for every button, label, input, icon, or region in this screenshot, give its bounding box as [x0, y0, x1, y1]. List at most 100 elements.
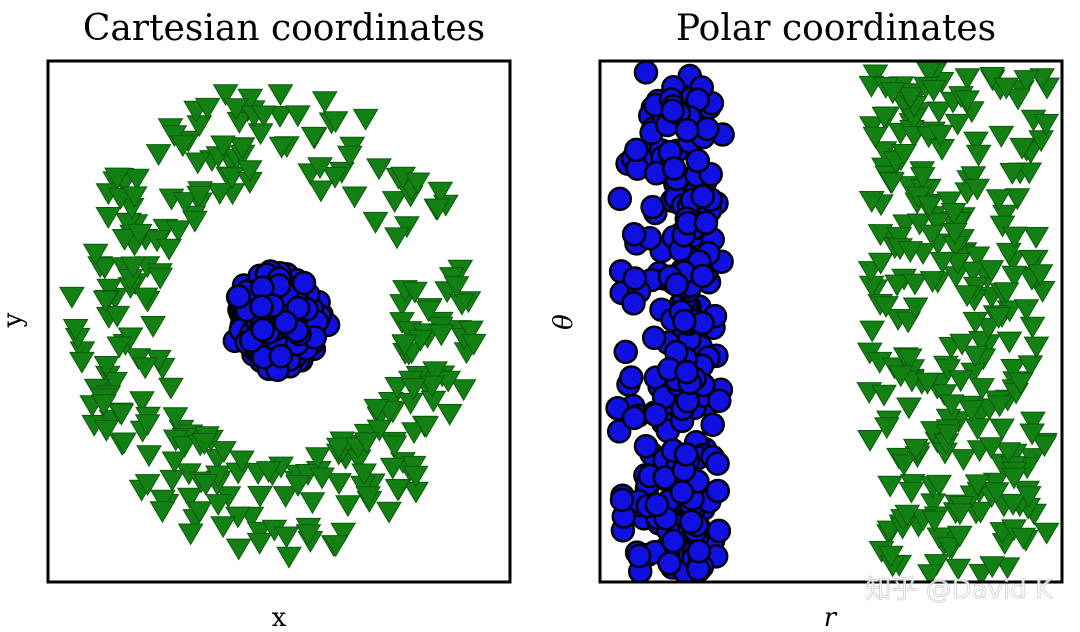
cartesian-triangle-point — [91, 394, 117, 417]
cartesian-triangle-point — [450, 379, 477, 402]
cartesian-title: Cartesian coordinates — [83, 8, 485, 49]
cartesian-triangle-point — [449, 293, 475, 316]
polar-triangle-point — [967, 501, 994, 524]
cartesian-triangle-point — [184, 152, 211, 175]
cartesian-triangle-point — [159, 469, 186, 492]
cartesian-triangle-point — [284, 105, 311, 128]
polar-circle-point — [624, 137, 649, 163]
polar-triangle-point — [1023, 227, 1049, 249]
polar-triangle-point — [926, 101, 952, 124]
cartesian-triangle-point — [325, 437, 352, 460]
cartesian-triangle-point — [273, 526, 300, 549]
polar-circle-point — [707, 388, 732, 413]
cartesian-triangle-point — [341, 186, 368, 209]
cartesian-triangle-point — [92, 290, 119, 313]
polar-triangle-point — [962, 311, 989, 334]
polar-triangle-point — [985, 189, 1012, 212]
cartesian-triangle-point — [267, 84, 294, 107]
polar-triangle-point — [920, 80, 947, 102]
cartesian-triangle-point — [381, 435, 408, 458]
cartesian-triangle-point — [436, 404, 463, 426]
cartesian-triangle-point — [322, 111, 349, 134]
polar-triangle-point — [887, 365, 914, 388]
polar-triangle-point — [921, 510, 948, 533]
cartesian-triangle-point — [379, 457, 406, 480]
cartesian-triangle-point — [246, 521, 273, 544]
polar-triangle-point — [884, 274, 910, 297]
polar-triangle-point — [894, 504, 921, 527]
polar-triangle-point — [949, 333, 975, 356]
polar-circle-point — [640, 194, 665, 220]
cartesian-triangle-point — [413, 416, 439, 439]
cartesian-triangle-point — [158, 377, 184, 400]
polar-triangle-point — [936, 191, 963, 214]
polar-triangle-point — [938, 394, 965, 417]
polar-triangle-point — [964, 418, 991, 441]
polar-triangle-point — [947, 503, 973, 526]
cartesian-triangle-point — [124, 168, 150, 191]
polar-triangle-point — [1028, 130, 1054, 153]
polar-triangle-point — [898, 481, 925, 504]
cartesian-triangle-point — [161, 451, 188, 474]
polar-triangle-point — [1017, 355, 1044, 378]
cartesian-triangle-point — [205, 494, 232, 516]
cartesian-triangle-point — [295, 524, 322, 547]
polar-triangle-point — [995, 242, 1022, 265]
polar-triangle-point — [945, 558, 972, 581]
polar-triangle-point — [1020, 411, 1046, 434]
polar-triangle-point — [1016, 162, 1043, 185]
cartesian-triangle-point — [427, 181, 454, 204]
cartesian-triangle-point — [322, 535, 349, 558]
cartesian-triangle-point — [106, 336, 133, 359]
cartesian-triangle-point — [285, 475, 311, 497]
cartesian-triangle-point — [132, 287, 159, 310]
polar-triangle-point — [871, 384, 897, 407]
cartesian-triangle-point — [162, 407, 189, 430]
polar-triangle-point — [1001, 226, 1028, 249]
cartesian-triangle-point — [210, 516, 236, 539]
polar-circle-point — [622, 266, 648, 291]
polar-triangle-point — [929, 251, 956, 274]
polar-circle-point — [674, 117, 700, 143]
polar-circle-point — [606, 419, 632, 444]
cartesian-triangle-point — [422, 361, 448, 384]
cartesian-triangle-point — [193, 473, 219, 496]
polar-triangle-point — [960, 261, 986, 284]
polar-triangle-point — [995, 442, 1022, 465]
polar-xlabel: r — [824, 603, 838, 632]
cartesian-triangle-point — [194, 97, 221, 120]
polar-circle-point — [685, 148, 711, 174]
polar-triangle-point — [994, 557, 1021, 580]
polar-circle-point — [705, 451, 730, 476]
polar-circle-point — [621, 405, 647, 431]
polar-triangle-point — [954, 68, 981, 91]
polar-triangle-point — [989, 418, 1015, 441]
polar-triangle-point — [1000, 493, 1026, 516]
cartesian-xlabel: x — [272, 603, 287, 632]
cartesian-triangle-point — [140, 316, 166, 338]
polar-circle-point — [613, 339, 638, 365]
polar-triangle-point — [867, 224, 894, 246]
cartesian-triangle-point — [308, 180, 334, 203]
cartesian-triangle-point — [384, 227, 410, 250]
cartesian-triangle-point — [186, 501, 213, 524]
polar-circle-point — [706, 518, 732, 544]
polar-triangle-point — [954, 285, 980, 308]
cartesian-triangle-point — [134, 414, 161, 437]
polar-triangle-point — [897, 87, 924, 110]
cartesian-triangle-point — [134, 474, 161, 496]
cartesian-triangle-point — [93, 356, 120, 378]
polar-circle-point — [672, 308, 697, 334]
polar-circle-point — [660, 98, 685, 124]
polar-triangle-point — [1015, 486, 1042, 508]
polar-triangle-point — [902, 438, 929, 461]
cartesian-triangle-point — [299, 492, 326, 515]
watermark: 知乎 @David K — [865, 575, 1053, 605]
polar-triangle-point — [964, 474, 991, 497]
polar-circle-point — [661, 156, 687, 181]
polar-triangle-point — [1001, 265, 1028, 288]
cartesian-triangle-point — [272, 486, 299, 508]
cartesian-plot-area — [59, 84, 487, 569]
polar-circle-point — [705, 478, 731, 504]
cartesian-triangle-point — [351, 463, 377, 486]
